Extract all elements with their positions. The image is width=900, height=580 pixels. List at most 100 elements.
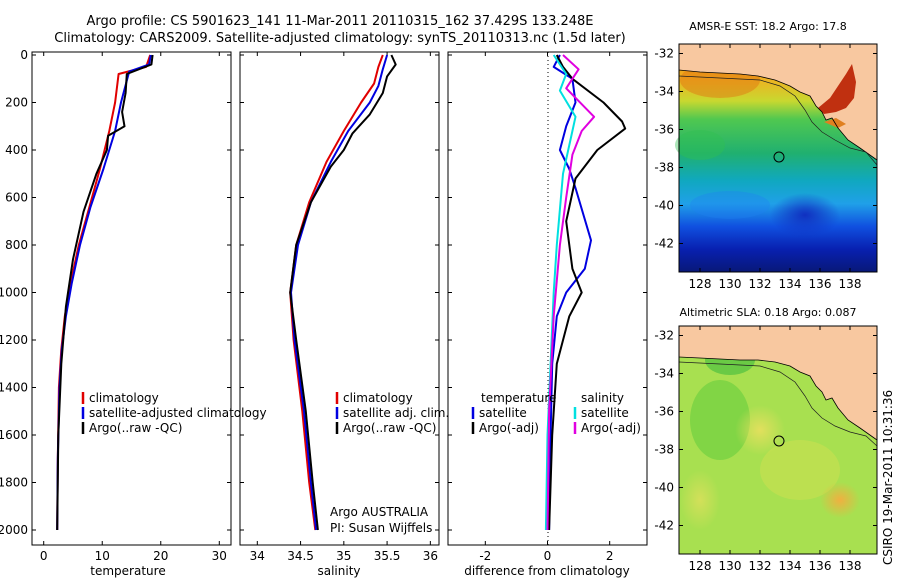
- salinity-panel: 34 34.5 35 35.5 36 salinity climatology sate…: [239, 51, 449, 578]
- map-y-tick-label: -34: [654, 367, 674, 381]
- map-x-tick-label: 138: [839, 559, 862, 573]
- credit-stamp: CSIRO 19-Mar-2011 10:31:36: [881, 390, 895, 565]
- series-line-temperature-satellite: [548, 54, 592, 531]
- difference-lines: [544, 54, 627, 531]
- salinity-xlabel: salinity: [317, 564, 360, 578]
- series-line-satellite-adj-clim: [290, 54, 389, 531]
- x-tick-label: 0: [544, 549, 552, 563]
- x-tick-label: 2: [606, 549, 614, 563]
- x-tick-label: 10: [95, 549, 110, 563]
- series-line-climatology: [56, 54, 152, 531]
- map-y-tick-label: -40: [654, 199, 674, 213]
- map-y-tick-label: -34: [654, 85, 674, 99]
- map-x-tick-label: 130: [719, 559, 742, 573]
- series-line-argo-raw-qc: [289, 54, 397, 531]
- map-x-tick-label: 132: [749, 277, 772, 291]
- salinity-lines: [289, 54, 397, 531]
- sla-map-title: Altimetric SLA: 0.18 Argo: 0.087: [679, 306, 856, 319]
- salinity-legend: climatology satellite adj. clim. Argo(..…: [335, 391, 449, 435]
- map-y-tick-label: -32: [654, 329, 674, 343]
- legend-label-temp-satellite: satellite: [479, 406, 527, 420]
- map-x-tick-label: 132: [749, 559, 772, 573]
- x-tick-label: 34.5: [287, 549, 314, 563]
- x-tick-label: 35.5: [374, 549, 401, 563]
- difference-xlabel: difference from climatology: [464, 564, 630, 578]
- x-tick-label: 30: [212, 549, 227, 563]
- map-x-tick-label: 128: [689, 277, 712, 291]
- legend-label-climatology: climatology: [89, 391, 159, 405]
- depth-tick-label: 1400: [0, 381, 28, 395]
- map-x-tick-label: 130: [719, 277, 742, 291]
- legend-label-sal-satellite: satellite: [581, 406, 629, 420]
- depth-tick-label: 0: [20, 48, 28, 62]
- map-y-tick-label: -38: [654, 161, 674, 175]
- series-line-satellite-adjusted-climatology: [56, 54, 152, 531]
- map-x-tick-label: 138: [839, 277, 862, 291]
- series-line-climatology: [289, 54, 384, 531]
- depth-tick-label: 2000: [0, 523, 28, 537]
- depth-tick-label: 800: [5, 238, 28, 252]
- sla-map-x-axis: 128 130 132 134 136 138: [689, 326, 862, 573]
- map-y-tick-label: -36: [654, 405, 674, 419]
- sst-coastline: [678, 69, 878, 161]
- legend-label-satellite: satellite-adjusted climatology: [89, 406, 267, 420]
- sla-land: [679, 326, 877, 440]
- argo-australia-note: Argo AUSTRALIA: [330, 505, 429, 519]
- title-line2: Climatology: CARS2009. Satellite-adjuste…: [54, 31, 626, 46]
- temperature-lines: [56, 54, 154, 531]
- title-line1: Argo profile: CS 5901623_141 11-Mar-2011…: [86, 14, 593, 29]
- map-y-tick-label: -38: [654, 443, 674, 457]
- legend-label-argo: Argo(..raw -QC): [343, 421, 436, 435]
- map-x-tick-label: 128: [689, 559, 712, 573]
- x-tick-label: -2: [479, 549, 491, 563]
- map-y-tick-label: -40: [654, 481, 674, 495]
- legend-salinity-header: salinity: [581, 391, 624, 405]
- depth-tick-label: 1800: [0, 476, 28, 490]
- sla-map-y-axis: -32 -34 -36 -38 -40 -42: [654, 329, 877, 533]
- legend-temperature-header: temperature: [481, 391, 556, 405]
- depth-tick-label: 1200: [0, 333, 28, 347]
- map-x-tick-label: 136: [809, 277, 832, 291]
- sst-map: AMSR-E SST: 18.2 Argo: 17.8 -32 -34 -36 -38…: [654, 20, 878, 291]
- map-y-tick-label: -36: [654, 123, 674, 137]
- sst-land: [679, 44, 877, 160]
- depth-tick-label: 1600: [0, 428, 28, 442]
- difference-x-axis: -2 0 2: [479, 52, 614, 563]
- sla-coastline: [678, 356, 878, 441]
- legend-label-sal-argo: Argo(-adj): [581, 421, 641, 435]
- x-tick-label: 36: [423, 549, 438, 563]
- temperature-legend: climatology satellite-adjusted climatolo…: [81, 391, 267, 435]
- map-x-tick-label: 134: [779, 277, 802, 291]
- temperature-xlabel: temperature: [90, 564, 165, 578]
- sst-shelf-contour: [678, 75, 878, 166]
- legend-label-argo: Argo(..raw -QC): [89, 421, 182, 435]
- legend-label-temp-argo: Argo(-adj): [479, 421, 539, 435]
- x-tick-label: 0: [40, 549, 48, 563]
- sla-shelf-contour: [678, 361, 878, 447]
- x-tick-label: 35: [336, 549, 351, 563]
- map-y-tick-label: -42: [654, 519, 674, 533]
- series-line-temperature-argo-adj: [548, 54, 627, 531]
- legend-label-satellite: satellite adj. clim.: [343, 406, 449, 420]
- depth-tick-label: 600: [5, 191, 28, 205]
- sla-map: Altimetric SLA: 0.18 Argo: 0.087 -32-34-…: [654, 306, 878, 573]
- map-x-tick-label: 134: [779, 559, 802, 573]
- sst-map-y-axis: -32 -34 -36 -38 -40 -42: [654, 47, 877, 251]
- salinity-x-axis: 34 34.5 35 35.5 36: [250, 52, 438, 563]
- legend-label-climatology: climatology: [343, 391, 413, 405]
- sla-argo-marker: [773, 435, 785, 447]
- series-line-argo-raw-qc: [56, 54, 154, 531]
- sst-map-x-axis: 128 130 132 134 136 138: [689, 44, 862, 291]
- series-line-salinity-argo-adj: [546, 54, 596, 531]
- map-y-tick-label: -42: [654, 237, 674, 251]
- map-y-tick-label: -32: [654, 47, 674, 61]
- map-x-tick-label: 136: [809, 559, 832, 573]
- temperature-x-axis: 0 10 20 30: [40, 52, 227, 563]
- sst-map-title: AMSR-E SST: 18.2 Argo: 17.8: [689, 20, 847, 33]
- difference-legend: temperature satellite Argo(-adj) salinit…: [471, 391, 641, 435]
- depth-axis: 0 200 400 600 800 1000 1200 1400 1600 1800 2000: [0, 48, 647, 537]
- depth-tick-label: 400: [5, 143, 28, 157]
- pi-note: PI: Susan Wijffels: [330, 521, 432, 535]
- x-tick-label: 20: [153, 549, 168, 563]
